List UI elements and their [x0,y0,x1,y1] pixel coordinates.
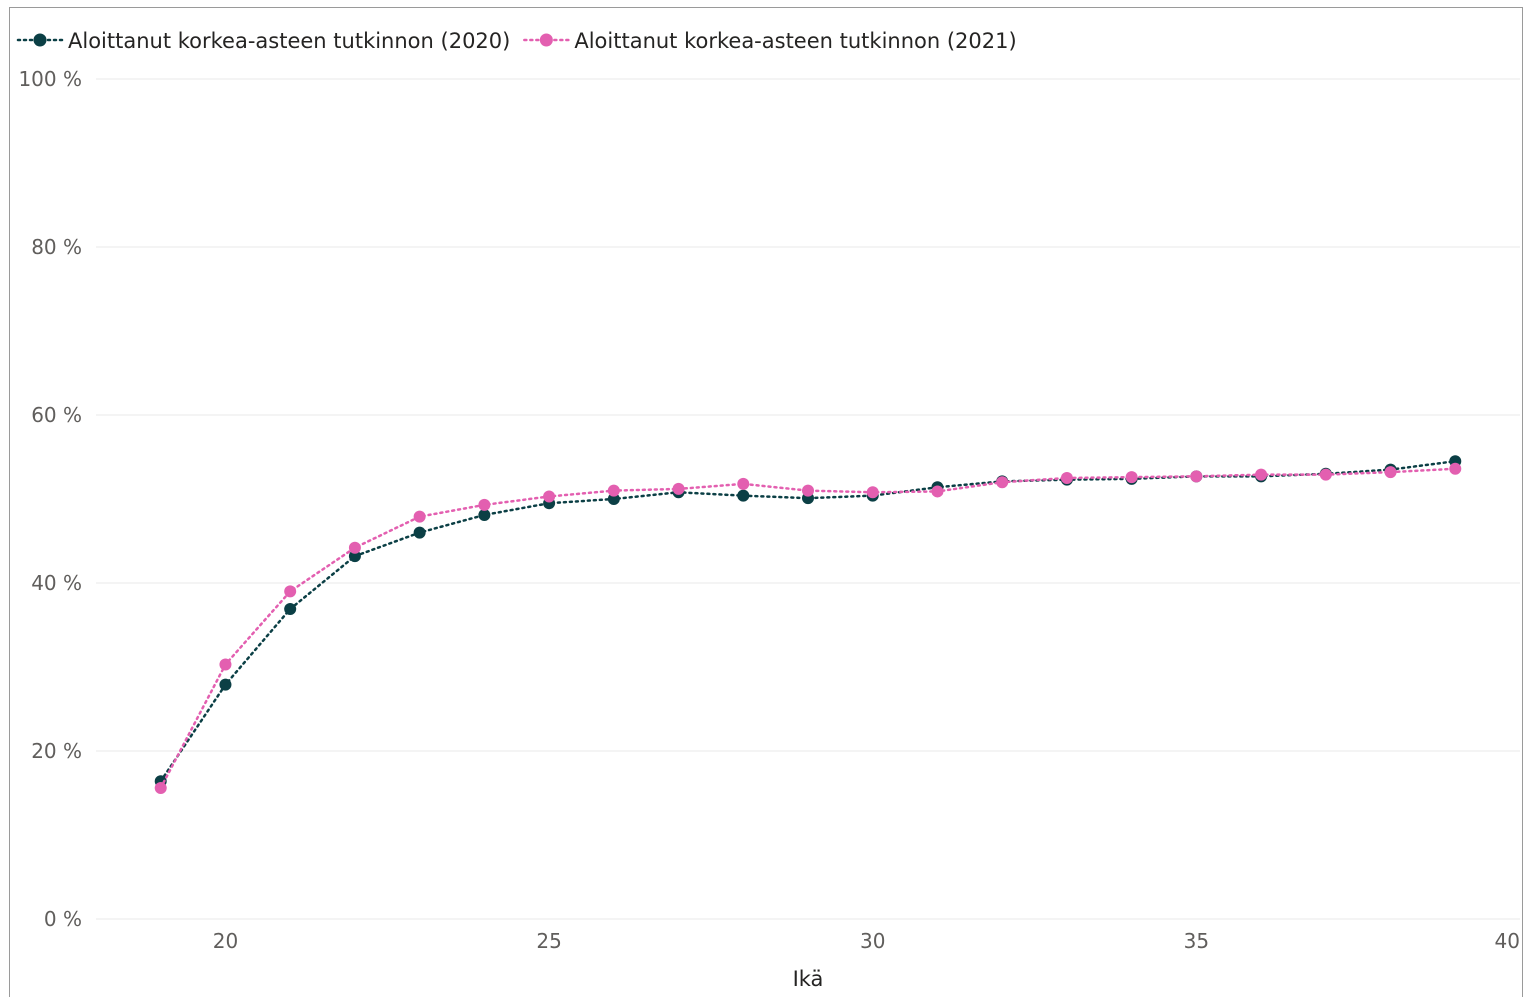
series-line [159,459,1457,783]
x-tick-label: 25 [536,929,561,953]
y-tick-label: 20 % [31,739,82,763]
data-point[interactable] [672,482,685,495]
data-point[interactable] [348,550,361,563]
data-point[interactable] [1319,468,1332,481]
data-point[interactable] [543,490,556,503]
x-tick-label: 35 [1184,929,1209,953]
y-tick-label: 80 % [31,235,82,259]
data-point[interactable] [478,508,491,521]
data-point[interactable] [996,476,1009,489]
data-point[interactable] [219,678,232,691]
x-tick-label: 30 [860,929,885,953]
x-tick-label: 40 [1495,929,1520,953]
legend-item[interactable]: Aloittanut korkea-asteen tutkinnon (2020… [16,29,510,53]
data-point[interactable] [1255,468,1268,481]
data-point[interactable] [931,485,944,498]
data-point[interactable] [219,658,232,671]
data-point[interactable] [1190,470,1203,483]
line-chart: Aloittanut korkea-asteen tutkinnon (2020… [16,29,1520,991]
data-point[interactable] [284,585,297,598]
y-tick-label: 100 % [18,67,82,91]
data-point[interactable] [802,484,814,497]
series-2 [154,462,1462,794]
x-tick-label: 20 [213,929,238,953]
legend-marker [33,33,47,47]
data-point[interactable] [607,493,620,505]
gridlines [96,78,1520,920]
data-point[interactable] [348,541,361,554]
chart-frame: Aloittanut korkea-asteen tutkinnon (2020… [9,7,1523,997]
legend-item[interactable]: Aloittanut korkea-asteen tutkinnon (2021… [523,29,1017,53]
legend-label: Aloittanut korkea-asteen tutkinnon (2021… [574,29,1016,53]
legend: Aloittanut korkea-asteen tutkinnon (2020… [16,29,1017,53]
data-point[interactable] [1060,472,1073,484]
data-point[interactable] [737,477,750,490]
y-tick-label: 0 % [44,907,82,931]
y-axis: 0 % 20 % 40 % 60 % 80 % 100 % [18,67,82,931]
legend-marker [539,33,553,47]
data-point[interactable] [1449,462,1462,475]
data-point[interactable] [1125,471,1138,484]
legend-label: Aloittanut korkea-asteen tutkinnon (2020… [68,29,510,53]
series-1 [154,455,1462,788]
y-tick-label: 60 % [31,403,82,427]
data-point[interactable] [607,484,620,497]
x-axis: 20 25 30 35 40 [213,929,1520,953]
data-point[interactable] [866,486,879,499]
series-layer [154,455,1462,794]
data-point[interactable] [284,603,297,616]
series-line [159,467,1457,790]
data-point[interactable] [413,510,426,523]
x-axis-title: Ikä [793,967,824,991]
data-point[interactable] [154,781,167,794]
data-point[interactable] [1384,466,1397,479]
data-point[interactable] [478,498,491,511]
y-tick-label: 40 % [31,571,82,595]
data-point[interactable] [737,489,750,502]
data-point[interactable] [413,526,426,539]
